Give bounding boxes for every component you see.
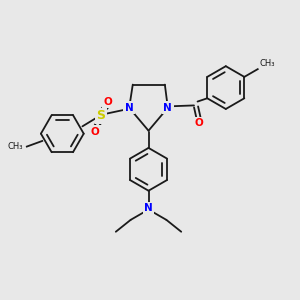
Text: CH₃: CH₃ [259, 59, 275, 68]
Text: S: S [97, 109, 106, 122]
Text: O: O [91, 127, 99, 136]
Text: N: N [164, 103, 172, 113]
Text: N: N [144, 203, 153, 213]
Text: N: N [125, 103, 134, 113]
Text: O: O [103, 97, 112, 107]
Text: O: O [195, 118, 203, 128]
Text: CH₃: CH₃ [8, 142, 23, 151]
